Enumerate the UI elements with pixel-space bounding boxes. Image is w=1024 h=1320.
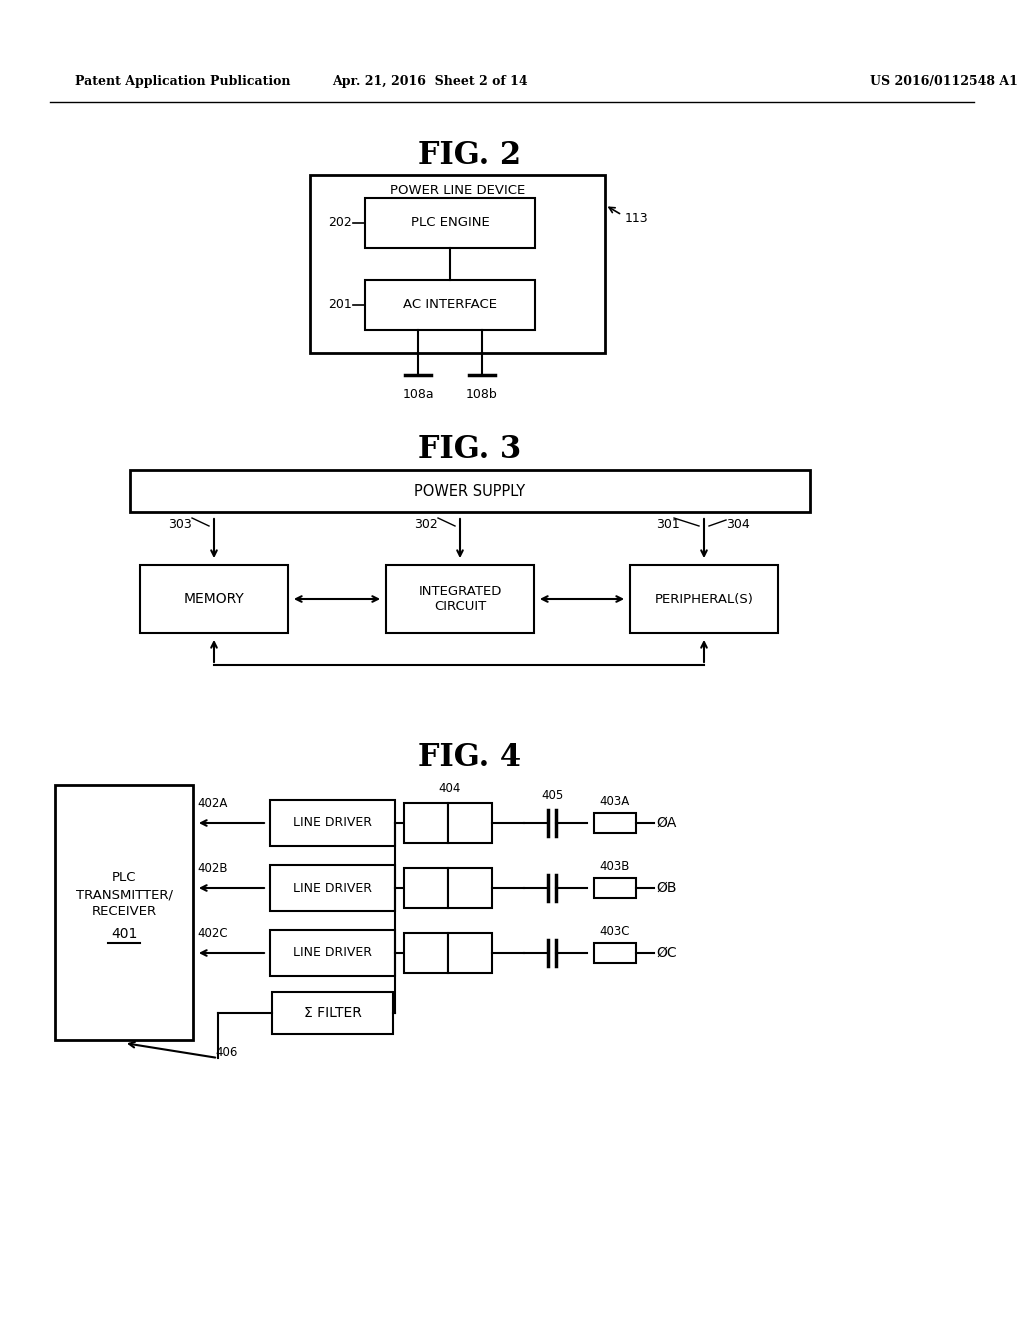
FancyBboxPatch shape	[140, 565, 288, 634]
FancyBboxPatch shape	[270, 800, 395, 846]
Text: ØB: ØB	[656, 880, 677, 895]
FancyBboxPatch shape	[365, 198, 535, 248]
Text: PLC ENGINE: PLC ENGINE	[411, 216, 489, 230]
FancyBboxPatch shape	[630, 565, 778, 634]
Text: POWER LINE DEVICE: POWER LINE DEVICE	[390, 185, 525, 198]
Text: 401: 401	[111, 928, 137, 941]
Text: PERIPHERAL(S): PERIPHERAL(S)	[654, 593, 754, 606]
Text: LINE DRIVER: LINE DRIVER	[293, 817, 372, 829]
Text: 402C: 402C	[197, 927, 227, 940]
Text: MEMORY: MEMORY	[183, 591, 245, 606]
Text: FIG. 4: FIG. 4	[419, 742, 521, 774]
FancyBboxPatch shape	[449, 803, 492, 843]
Text: Apr. 21, 2016  Sheet 2 of 14: Apr. 21, 2016 Sheet 2 of 14	[332, 75, 527, 88]
FancyBboxPatch shape	[55, 785, 193, 1040]
FancyBboxPatch shape	[386, 565, 534, 634]
Text: 113: 113	[625, 211, 648, 224]
Text: LINE DRIVER: LINE DRIVER	[293, 882, 372, 895]
Text: 406: 406	[215, 1045, 238, 1059]
Text: 201: 201	[329, 298, 352, 312]
Text: 304: 304	[726, 517, 750, 531]
FancyBboxPatch shape	[449, 869, 492, 908]
FancyBboxPatch shape	[404, 933, 449, 973]
Text: Patent Application Publication: Patent Application Publication	[75, 75, 291, 88]
Text: 405: 405	[541, 789, 563, 803]
FancyBboxPatch shape	[272, 993, 393, 1034]
Text: INTEGRATED
CIRCUIT: INTEGRATED CIRCUIT	[419, 585, 502, 612]
Text: 108a: 108a	[402, 388, 434, 401]
Text: 403C: 403C	[600, 925, 630, 939]
Text: Σ FILTER: Σ FILTER	[303, 1006, 361, 1020]
Text: 301: 301	[656, 517, 680, 531]
FancyBboxPatch shape	[594, 813, 636, 833]
Text: LINE DRIVER: LINE DRIVER	[293, 946, 372, 960]
FancyBboxPatch shape	[404, 803, 449, 843]
FancyBboxPatch shape	[270, 865, 395, 911]
FancyBboxPatch shape	[130, 470, 810, 512]
Text: ØC: ØC	[656, 946, 677, 960]
FancyBboxPatch shape	[365, 280, 535, 330]
Text: 108b: 108b	[466, 388, 498, 401]
FancyBboxPatch shape	[404, 869, 449, 908]
Text: 202: 202	[329, 216, 352, 230]
FancyBboxPatch shape	[594, 878, 636, 898]
FancyBboxPatch shape	[270, 931, 395, 975]
Text: FIG. 3: FIG. 3	[419, 434, 521, 466]
FancyBboxPatch shape	[449, 933, 492, 973]
Text: POWER SUPPLY: POWER SUPPLY	[415, 483, 525, 499]
Text: 303: 303	[168, 517, 193, 531]
Text: PLC
TRANSMITTER/
RECEIVER: PLC TRANSMITTER/ RECEIVER	[76, 871, 172, 917]
Text: AC INTERFACE: AC INTERFACE	[403, 298, 497, 312]
FancyBboxPatch shape	[310, 176, 605, 352]
Text: 403B: 403B	[600, 861, 630, 873]
Text: FIG. 2: FIG. 2	[419, 140, 521, 170]
Text: 404: 404	[439, 781, 461, 795]
Text: US 2016/0112548 A1: US 2016/0112548 A1	[870, 75, 1018, 88]
Text: 403A: 403A	[600, 795, 630, 808]
FancyBboxPatch shape	[594, 942, 636, 964]
Text: ØA: ØA	[656, 816, 677, 830]
Text: 302: 302	[415, 517, 438, 531]
Text: 402B: 402B	[197, 862, 227, 875]
Text: 402A: 402A	[197, 797, 227, 810]
